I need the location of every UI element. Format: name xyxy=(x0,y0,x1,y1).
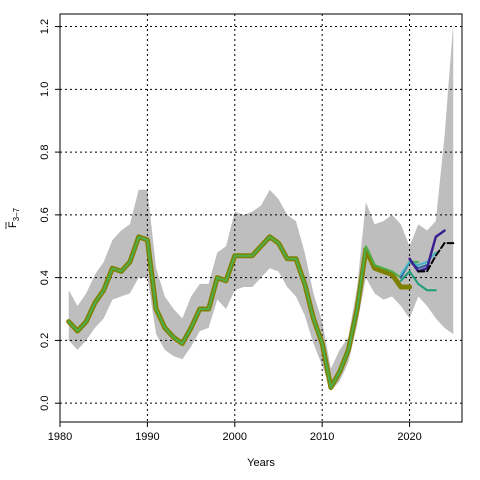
x-tick-label: 2010 xyxy=(310,431,334,443)
y-tick-label: 0.6 xyxy=(39,207,51,222)
band-area xyxy=(68,23,454,391)
confidence-band xyxy=(68,23,454,391)
series-line-7 xyxy=(417,242,455,273)
x-tick-label: 2020 xyxy=(397,431,421,443)
x-axis: 1980 1990 2000 2010 2020 xyxy=(48,422,422,443)
y-axis-title: F3–7 xyxy=(5,207,21,229)
y-tick-label: 1.2 xyxy=(39,19,51,34)
plot-frame xyxy=(59,13,463,423)
series-line-3 xyxy=(399,270,437,292)
series-line-6 xyxy=(408,229,446,273)
x-tick-label: 1980 xyxy=(48,431,72,443)
x-tick-label: 2000 xyxy=(223,431,247,443)
y-tick-label: 1.0 xyxy=(39,82,51,97)
svg-text:F3–7: F3–7 xyxy=(7,207,21,228)
y-tick-label: 0.4 xyxy=(39,270,51,285)
x-tick-label: 1990 xyxy=(135,431,159,443)
y-tick-label: 0.8 xyxy=(39,144,51,159)
y-tick-label: 0.2 xyxy=(39,333,51,348)
y-tick-label: 0.0 xyxy=(39,396,51,411)
y-axis-title-main: F xyxy=(7,221,19,228)
y-axis-title-sub: 3–7 xyxy=(12,207,21,221)
series-line-2 xyxy=(67,235,420,389)
series-lines xyxy=(66,229,455,390)
x-axis-title: Years xyxy=(247,457,275,469)
y-axis: 0.0 0.2 0.4 0.6 0.8 1.0 1.2 xyxy=(39,19,60,411)
